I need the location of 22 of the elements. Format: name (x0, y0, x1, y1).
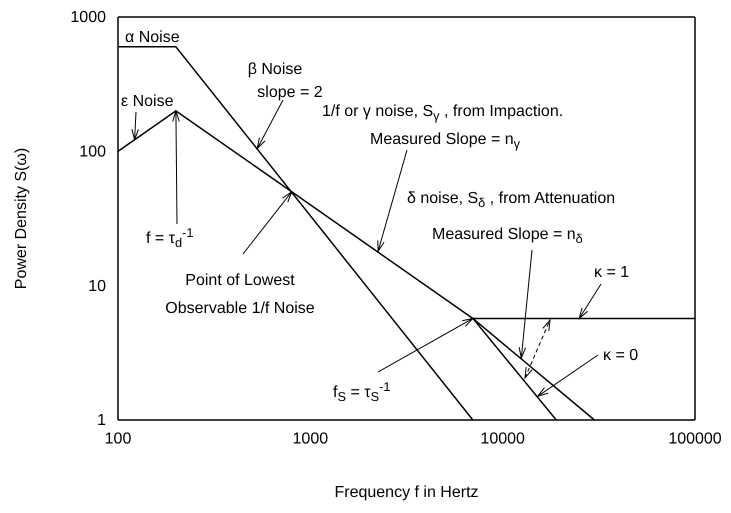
x-tick-label: 1000 (292, 430, 328, 448)
annotation: Point of Lowest (185, 272, 296, 289)
y-tick-label: 100 (79, 143, 106, 160)
annotation: κ = 1 (594, 264, 630, 281)
x-tick-label: 100000 (668, 430, 722, 448)
x-tick-label: 100 (104, 430, 132, 448)
x-tick-label: 10000 (480, 430, 526, 448)
y-tick-label: 10 (88, 278, 106, 295)
annotation: Observable 1/f Noise (165, 300, 315, 317)
y-tick-label: 1 (97, 412, 106, 430)
annotation: δ noise, S$_{δ}$ , from Attenuation (407, 190, 616, 210)
annotation: slope = 2 (257, 84, 323, 101)
annotation: 1/f or γ noise, S$_{γ}$ , from Impaction. (322, 103, 564, 123)
annotation: Measured Slope = n$_{γ}$ (370, 131, 521, 151)
y-axis-title: Power Density S(ω) (13, 148, 30, 290)
annotation: κ = 0 (603, 347, 638, 364)
x-axis-title: Frequency f in Hertz (334, 484, 479, 501)
annotation: α Noise (125, 29, 180, 46)
annotation: Measured Slope = n$_{δ}$ (432, 226, 583, 246)
y-tick-label: 1000 (70, 9, 106, 26)
annotation: ε Noise (121, 93, 174, 110)
annotation: β Noise (248, 61, 302, 78)
